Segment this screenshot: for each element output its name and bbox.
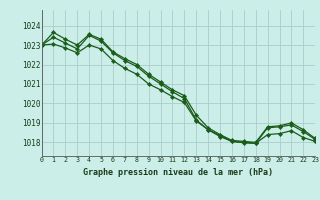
X-axis label: Graphe pression niveau de la mer (hPa): Graphe pression niveau de la mer (hPa) [84,168,273,177]
